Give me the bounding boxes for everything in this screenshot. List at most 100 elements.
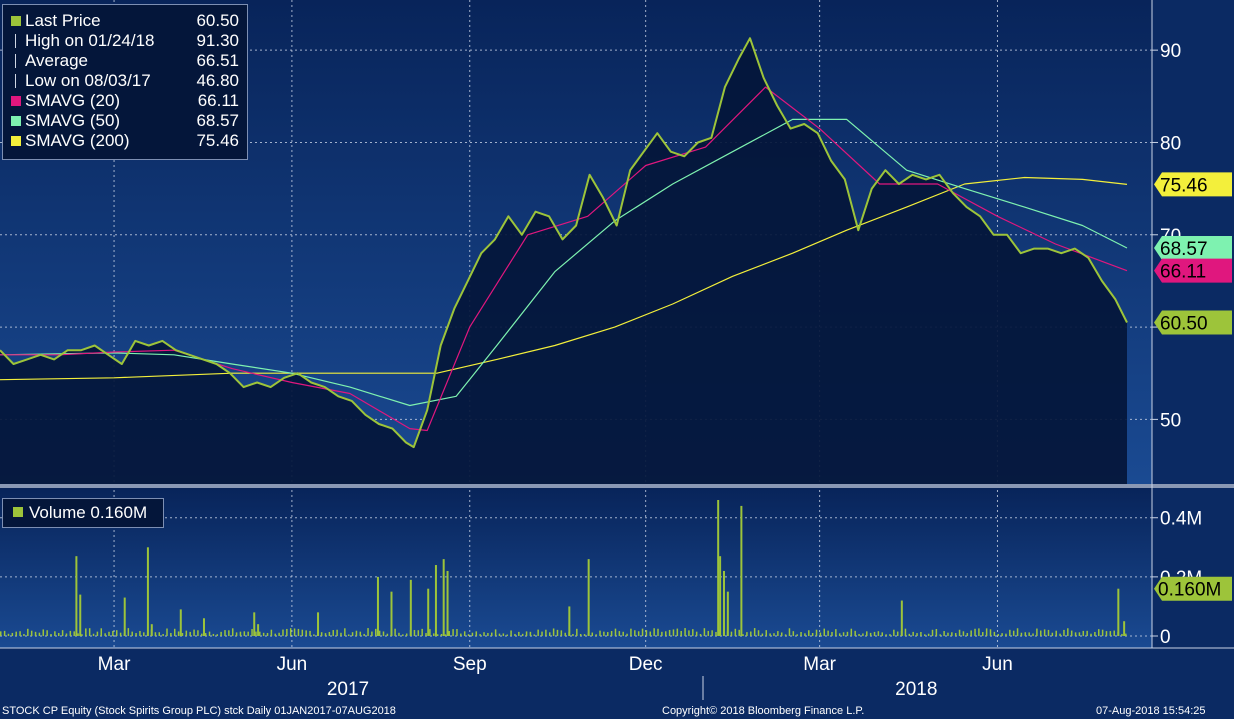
volume-bar: [506, 634, 508, 636]
volume-bar: [100, 628, 103, 636]
volume-bar: [811, 633, 814, 636]
volume-bar: [456, 629, 458, 636]
volume-bar: [143, 632, 145, 636]
volume-bar-spike: [150, 624, 153, 636]
volume-bar: [282, 629, 284, 636]
volume-bar: [869, 632, 872, 636]
volume-bar: [471, 632, 474, 636]
volume-bar: [336, 629, 338, 636]
volume-bar: [545, 629, 547, 636]
volume-bar: [429, 629, 431, 636]
volume-bar: [251, 629, 253, 636]
volume-bar: [108, 631, 110, 636]
legend-swatch-icon: [15, 54, 26, 68]
x-tick-label: Mar: [803, 654, 836, 675]
volume-bar-spike: [726, 591, 729, 636]
volume-panel-bg: [0, 488, 1152, 648]
volume-tick-label: 0.4M: [1160, 509, 1202, 530]
legend-value: 91.30: [196, 31, 239, 50]
x-year-label: 2017: [327, 679, 369, 700]
volume-bar-spike: [719, 556, 722, 636]
volume-bar: [127, 628, 130, 636]
volume-bar: [1094, 631, 1096, 636]
volume-bar: [189, 631, 191, 636]
volume-bar: [115, 630, 118, 636]
volume-bar: [823, 628, 826, 636]
volume-bar: [804, 633, 806, 636]
volume-bar: [50, 634, 52, 636]
volume-bar-spike: [1123, 621, 1126, 636]
volume-bar: [649, 631, 652, 636]
legend-value: 68.57: [196, 111, 239, 130]
volume-bar: [653, 628, 655, 636]
volume-bar: [208, 631, 211, 636]
volume-bar: [1001, 633, 1003, 636]
volume-bar: [444, 634, 447, 636]
volume-bar-spike: [75, 556, 78, 636]
volume-bar: [212, 633, 215, 636]
volume-bar: [753, 628, 756, 636]
volume-bar: [57, 632, 60, 636]
volume-bar: [255, 631, 257, 636]
volume-bar: [243, 631, 246, 636]
volume-bar: [278, 632, 280, 636]
volume-bar: [777, 631, 779, 636]
volume-bar: [912, 631, 914, 636]
volume-bar: [436, 634, 439, 636]
volume-bar: [1125, 633, 1127, 636]
volume-bar-spike: [409, 579, 412, 636]
volume-bar: [440, 633, 443, 636]
volume-bar: [622, 631, 624, 636]
volume-bar: [808, 630, 810, 636]
volume-value-label-text: 0.160M: [1158, 580, 1221, 601]
legend-label: Low on 08/03/17: [25, 71, 151, 90]
volume-bar: [224, 630, 226, 636]
volume-bar: [54, 631, 56, 636]
volume-bar: [463, 631, 466, 636]
volume-bar-spike: [253, 612, 256, 636]
volume-bar: [1047, 629, 1050, 636]
volume-bar: [610, 631, 613, 636]
volume-bar: [780, 632, 783, 636]
volume-bar: [170, 632, 172, 636]
volume-bar: [119, 632, 122, 636]
volume-bar: [599, 630, 601, 636]
volume-bar: [220, 631, 222, 636]
volume-legend-label: Volume 0.160M: [29, 503, 148, 522]
volume-bar: [297, 628, 300, 636]
volume-bar: [23, 634, 25, 636]
volume-bar: [1086, 630, 1088, 636]
value-label-bg: [1154, 310, 1232, 335]
volume-bar: [970, 630, 972, 636]
volume-bar: [158, 632, 161, 636]
legend-value: 66.51: [196, 51, 239, 70]
volume-bar: [81, 634, 83, 636]
volume-bar-spike: [123, 597, 126, 636]
volume-bar-spike: [427, 588, 430, 636]
volume-bar-spike: [79, 594, 82, 636]
volume-bar: [661, 631, 663, 636]
volume-bar-spike: [587, 559, 590, 636]
volume-bar: [421, 628, 423, 636]
volume-bar: [680, 630, 682, 636]
volume-bar: [177, 631, 180, 636]
x-year-label: 2018: [895, 679, 937, 700]
volume-bar: [761, 633, 764, 636]
volume-bar: [88, 628, 91, 636]
footer-bar: [0, 700, 1234, 719]
volume-bar: [425, 633, 427, 636]
volume-legend-swatch: [13, 507, 23, 517]
volume-bar: [320, 632, 323, 636]
footer-copyright: Copyright© 2018 Bloomberg Finance L.P.: [662, 705, 865, 717]
volume-bar: [792, 631, 795, 636]
value-label-bg: [1154, 258, 1232, 283]
volume-bar: [954, 633, 957, 636]
volume-bar-spike: [257, 624, 260, 636]
volume-bar: [556, 629, 559, 636]
volume-bar: [730, 631, 733, 636]
volume-bar: [452, 629, 454, 636]
volume-bar: [262, 632, 265, 636]
volume-bar: [699, 634, 702, 636]
volume-bar: [1082, 630, 1085, 636]
legend-swatch-icon: [15, 34, 26, 48]
